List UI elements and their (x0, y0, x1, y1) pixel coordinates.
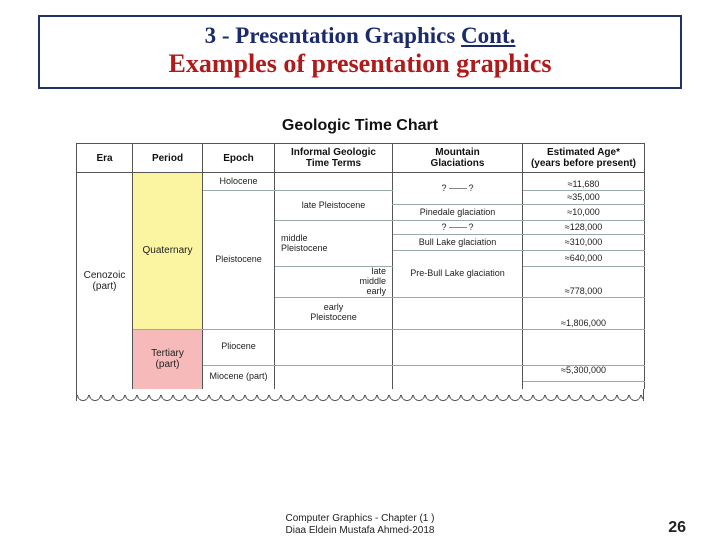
age-128000: ≈128,000 (523, 221, 645, 235)
table-row: Cenozoic (part) Quaternary Holocene ?? ≈… (77, 173, 645, 191)
terms-lme: late middle early (275, 267, 393, 298)
age-empty (523, 329, 645, 365)
page-number: 26 (668, 519, 686, 537)
age-empty-2 (523, 381, 645, 389)
epoch-pleistocene: Pleistocene (203, 191, 275, 330)
epoch-miocene: Miocene (part) (203, 365, 275, 389)
wavy-border-icon (76, 389, 644, 401)
title-prefix: 3 - Presentation Graphics (205, 23, 461, 48)
terms-empty-2 (275, 329, 393, 365)
glac-pinedale-upper: ?? (393, 173, 523, 205)
col-period: Period (133, 144, 203, 173)
footer-line-1: Computer Graphics - Chapter (1 ) (0, 513, 720, 525)
terms-empty-3 (275, 365, 393, 389)
age-640000: ≈640,000 (523, 251, 645, 267)
glac-empty-2 (393, 329, 523, 365)
age-1806000: ≈1,806,000 (523, 297, 645, 329)
footer-line-2: Diaa Eldein Mustafa Ahmed-2018 (0, 525, 720, 537)
glac-empty-3 (393, 365, 523, 389)
age-310000: ≈310,000 (523, 235, 645, 251)
col-glac: Mountain Glaciations (393, 144, 523, 173)
epoch-pliocene: Pliocene (203, 329, 275, 365)
terms-late-pleist: late Pleistocene (275, 191, 393, 221)
glac-qmarks-2: ?? (393, 221, 523, 235)
age-778000: ≈778,000 (523, 267, 645, 298)
age-10000: ≈10,000 (523, 205, 645, 221)
table-row: Tertiary (part) Pliocene (77, 329, 645, 365)
period-quaternary: Quaternary (133, 173, 203, 330)
geologic-table: Era Period Epoch Informal Geologic Time … (76, 143, 645, 389)
footer: Computer Graphics - Chapter (1 ) Diaa El… (0, 513, 720, 537)
title-cont: Cont. (461, 23, 515, 48)
col-age: Estimated Age* (years before present) (523, 144, 645, 173)
title-line-2: Examples of presentation graphics (40, 49, 680, 79)
terms-empty (275, 173, 393, 191)
glac-pinedale: Pinedale glaciation (393, 205, 523, 221)
col-terms: Informal Geologic Time Terms (275, 144, 393, 173)
col-era: Era (77, 144, 133, 173)
terms-middle-pleist: middle Pleistocene (275, 221, 393, 267)
terms-early-pleist: early Pleistocene (275, 297, 393, 329)
epoch-holocene: Holocene (203, 173, 275, 191)
glac-bulllake: Bull Lake glaciation (393, 235, 523, 251)
table-header-row: Era Period Epoch Informal Geologic Time … (77, 144, 645, 173)
era-cenozoic: Cenozoic (part) (77, 173, 133, 390)
geologic-time-chart: Geologic Time Chart Era Period Epoch Inf… (76, 117, 644, 401)
glac-prebulllake: Pre-Bull Lake glaciation (393, 251, 523, 298)
age-35000: ≈35,000 (523, 191, 645, 205)
slide-title-box: 3 - Presentation Graphics Cont. Examples… (38, 15, 682, 89)
age-5300000: ≈5,300,000 (523, 365, 645, 381)
period-tertiary: Tertiary (part) (133, 329, 203, 389)
glac-empty (393, 297, 523, 329)
title-line-1: 3 - Presentation Graphics Cont. (40, 23, 680, 49)
chart-title: Geologic Time Chart (76, 117, 644, 135)
col-epoch: Epoch (203, 144, 275, 173)
age-11680: ≈11,680 (523, 173, 645, 191)
